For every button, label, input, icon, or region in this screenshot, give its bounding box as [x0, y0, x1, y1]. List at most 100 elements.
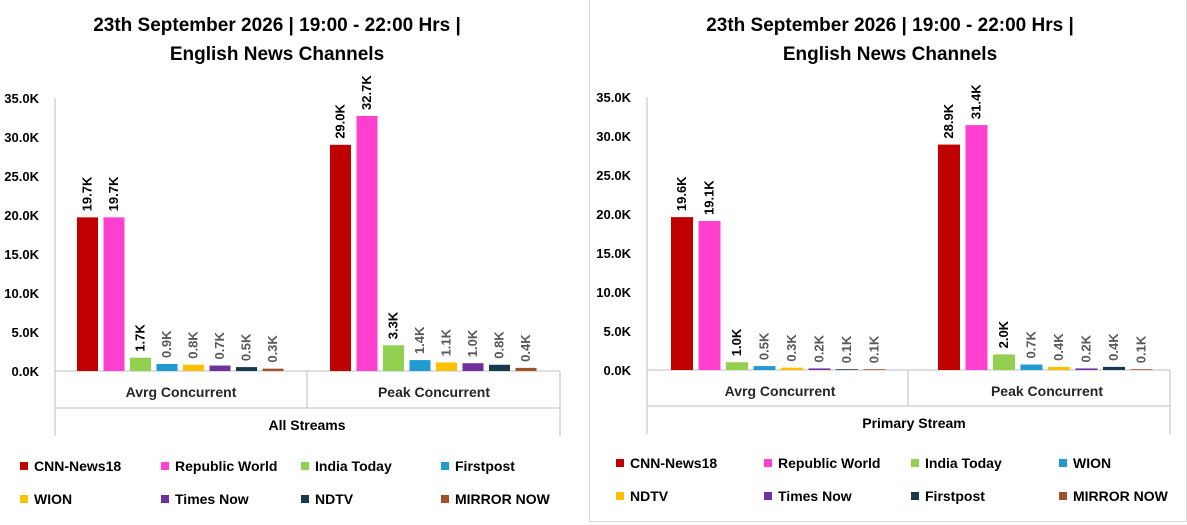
bar-mirror-now-peak-concurrent: [515, 367, 537, 371]
legend-label-india-today: India Today: [315, 458, 392, 474]
y-tick-label: 30.0K: [596, 129, 631, 144]
bar-republic-world-peak-concurrent: [965, 125, 988, 370]
data-label: 0.9K: [159, 330, 174, 358]
data-label: 0.5K: [239, 333, 254, 361]
bar-mirror-now-avrg-concurrent: [863, 369, 886, 370]
category-label: Peak Concurrent: [991, 383, 1103, 399]
y-tick-label: 5.0K: [604, 324, 632, 339]
bar-cnn-news18-peak-concurrent: [330, 144, 351, 371]
bar-ndtv-peak-concurrent: [1048, 366, 1070, 370]
data-label: 1.0K: [729, 328, 744, 356]
data-label: 0.8K: [492, 331, 507, 359]
data-label: 29.0K: [333, 103, 348, 138]
legend-label-firstpost: Firstpost: [925, 488, 985, 504]
category-label: Peak Concurrent: [378, 384, 490, 400]
legend-label-cnn-news18: CNN-News18: [34, 458, 121, 474]
y-tick-label: 0.0K: [604, 363, 632, 378]
legend-swatch-republic-world: [161, 462, 169, 470]
legend-swatch-cnn-news18: [20, 462, 28, 470]
legend-label-mirror-now: MIRROR NOW: [455, 491, 551, 507]
bar-india-today-avrg-concurrent: [130, 357, 151, 371]
legend-label-cnn-news18: CNN-News18: [630, 455, 717, 471]
y-tick-label: 25.0K: [4, 169, 39, 184]
legend-label-ndtv: NDTV: [315, 491, 354, 507]
category-label: Avrg Concurrent: [725, 383, 836, 399]
legend-swatch-mirror-now: [1059, 492, 1067, 500]
category-label: Avrg Concurrent: [126, 384, 237, 400]
data-label: 1.1K: [439, 328, 454, 356]
y-tick-label: 30.0K: [4, 130, 39, 145]
data-label: 0.8K: [186, 331, 201, 359]
chart-title-line-1: 23th September 2026 | 19:00 - 22:00 Hrs …: [706, 15, 1074, 36]
data-label: 0.3K: [265, 335, 280, 363]
legend-swatch-ndtv: [301, 495, 309, 503]
data-label: 19.1K: [702, 180, 717, 215]
legend-label-firstpost: Firstpost: [455, 458, 515, 474]
data-label: 2.0K: [996, 320, 1011, 348]
bar-republic-world-avrg-concurrent: [698, 221, 721, 370]
y-tick-label: 35.0K: [4, 91, 39, 106]
y-tick-label: 35.0K: [596, 90, 631, 105]
legend-label-times-now: Times Now: [778, 488, 852, 504]
bar-wion-peak-concurrent: [436, 362, 457, 371]
legend-swatch-wion: [20, 495, 28, 503]
chart-panel-primary-stream: 23th September 2026 | 19:00 - 22:00 Hrs …: [589, 0, 1187, 522]
y-tick-label: 20.0K: [596, 207, 631, 222]
group-label: All Streams: [268, 417, 345, 433]
y-tick-label: 15.0K: [596, 246, 631, 261]
group-label: Primary Stream: [862, 415, 966, 431]
data-label: 0.2K: [1079, 334, 1094, 362]
chart-title-line-1: 23th September 2026 | 19:00 - 22:00 Hrs …: [93, 15, 461, 36]
data-label: 19.7K: [80, 176, 95, 211]
legend-label-times-now: Times Now: [175, 491, 249, 507]
chart-panel-all-streams: 23th September 2026 | 19:00 - 22:00 Hrs …: [0, 0, 571, 525]
data-label: 1.4K: [412, 326, 427, 354]
bar-firstpost-peak-concurrent: [1103, 366, 1125, 370]
legend-swatch-india-today: [911, 459, 919, 467]
bar-wion-avrg-concurrent: [753, 366, 776, 370]
data-label: 0.4K: [518, 334, 533, 362]
y-tick-label: 25.0K: [596, 168, 631, 183]
data-label: 32.7K: [359, 75, 374, 110]
bar-cnn-news18-peak-concurrent: [938, 144, 960, 370]
legend-label-ndtv: NDTV: [630, 488, 669, 504]
data-label: 0.5K: [757, 332, 772, 360]
legend-swatch-mirror-now: [441, 495, 449, 503]
legend-label-mirror-now: MIRROR NOW: [1073, 488, 1169, 504]
bar-republic-world-peak-concurrent: [356, 115, 378, 371]
legend-swatch-ndtv: [616, 492, 624, 500]
data-label: 0.4K: [1106, 333, 1121, 361]
data-label: 0.3K: [784, 334, 799, 362]
legend-swatch-republic-world: [764, 459, 772, 467]
data-label: 19.7K: [106, 176, 121, 211]
legend-swatch-firstpost: [911, 492, 919, 500]
y-tick-label: 10.0K: [596, 285, 631, 300]
bar-india-today-avrg-concurrent: [726, 362, 748, 370]
data-label: 0.7K: [1024, 330, 1039, 358]
bar-republic-world-avrg-concurrent: [103, 217, 125, 371]
y-tick-label: 10.0K: [4, 286, 39, 301]
legend-swatch-times-now: [764, 492, 772, 500]
bar-times-now-avrg-concurrent: [209, 365, 231, 371]
bar-wion-peak-concurrent: [1020, 364, 1043, 370]
data-label: 0.4K: [1051, 333, 1066, 361]
chart-title-line-2: English News Channels: [783, 44, 997, 65]
data-label: 0.1K: [867, 335, 882, 363]
legend-swatch-times-now: [161, 495, 169, 503]
data-label: 0.1K: [839, 335, 854, 363]
bar-mirror-now-avrg-concurrent: [262, 368, 284, 371]
bar-chart-all-streams: 23th September 2026 | 19:00 - 22:00 Hrs …: [4, 15, 561, 507]
data-label: 1.0K: [465, 329, 480, 357]
bar-times-now-peak-concurrent: [462, 363, 484, 371]
y-tick-label: 15.0K: [4, 247, 39, 262]
legend-label-wion: WION: [1073, 455, 1111, 471]
data-label: 3.3K: [386, 311, 401, 339]
legend-swatch-india-today: [301, 462, 309, 470]
y-tick-label: 5.0K: [12, 325, 40, 340]
bar-firstpost-avrg-concurrent: [156, 363, 178, 371]
bar-wion-avrg-concurrent: [183, 364, 204, 371]
bar-ndtv-avrg-concurrent: [781, 367, 803, 370]
y-tick-label: 20.0K: [4, 208, 39, 223]
bar-times-now-avrg-concurrent: [808, 368, 831, 370]
data-label: 0.1K: [1134, 335, 1149, 363]
